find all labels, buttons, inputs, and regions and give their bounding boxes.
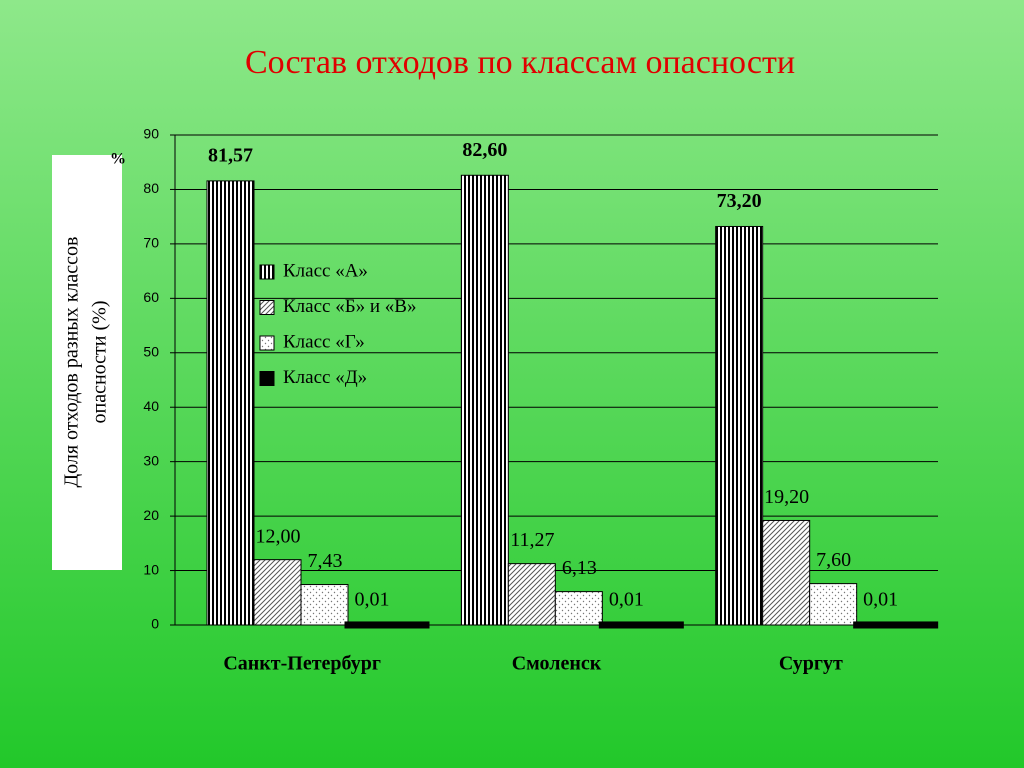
bar bbox=[253, 559, 302, 626]
y-label-line: Доля отходов разных классов bbox=[61, 236, 83, 487]
value-label: 0,01 bbox=[609, 589, 644, 611]
y-tick-label: 50 bbox=[143, 343, 159, 359]
value-label: 11,27 bbox=[510, 529, 554, 551]
legend-swatch bbox=[259, 264, 275, 280]
legend-swatch bbox=[259, 335, 275, 351]
value-label: 19,20 bbox=[764, 486, 809, 508]
y-tick-label: 20 bbox=[143, 507, 159, 523]
bar bbox=[809, 583, 858, 626]
y-tick-label: 40 bbox=[143, 398, 159, 414]
value-label: 73,20 bbox=[717, 190, 762, 212]
legend-label: Класс «Г» bbox=[283, 331, 365, 352]
value-label: 82,60 bbox=[462, 139, 507, 161]
y-tick-label: 30 bbox=[143, 452, 159, 468]
y-label-box bbox=[52, 155, 122, 570]
bar bbox=[762, 519, 811, 626]
legend-label: Класс «Д» bbox=[283, 367, 367, 388]
value-label: 7,60 bbox=[816, 549, 851, 571]
y-label: Доля отходов разных классов опасности (%… bbox=[61, 236, 111, 487]
y-tick-label: 90 bbox=[143, 126, 159, 142]
y-tick-label: 10 bbox=[143, 561, 159, 577]
y-tick-label: 60 bbox=[143, 289, 159, 305]
legend-label: Класс «А» bbox=[283, 260, 368, 281]
bar bbox=[300, 584, 349, 626]
value-label: 81,57 bbox=[208, 144, 253, 166]
bar bbox=[460, 174, 509, 626]
y-label-line: опасности (%) bbox=[89, 301, 111, 424]
x-tick-label: Санкт-Петербург bbox=[223, 653, 381, 675]
legend-label: Класс «Б» и «В» bbox=[283, 296, 416, 317]
y-tick-label: 80 bbox=[143, 180, 159, 196]
value-label: 0,01 bbox=[863, 589, 898, 611]
value-label: 7,43 bbox=[308, 550, 343, 572]
value-label: 12,00 bbox=[256, 525, 301, 547]
chart-title: Состав отходов по классам опасности bbox=[245, 44, 795, 81]
unit-label: % bbox=[110, 151, 126, 168]
legend-swatch bbox=[259, 300, 275, 315]
value-label: 6,13 bbox=[562, 557, 597, 579]
legend-swatch bbox=[259, 371, 275, 386]
y-tick-label: 70 bbox=[143, 235, 159, 251]
x-tick-label: Сургут bbox=[779, 653, 843, 675]
y-tick-label: 0 bbox=[151, 616, 159, 632]
x-tick-label: Смоленск bbox=[512, 653, 602, 675]
bar bbox=[507, 563, 556, 626]
bar bbox=[715, 225, 764, 626]
value-label: 0,01 bbox=[355, 589, 390, 611]
bar bbox=[554, 591, 603, 626]
bar bbox=[206, 180, 255, 626]
